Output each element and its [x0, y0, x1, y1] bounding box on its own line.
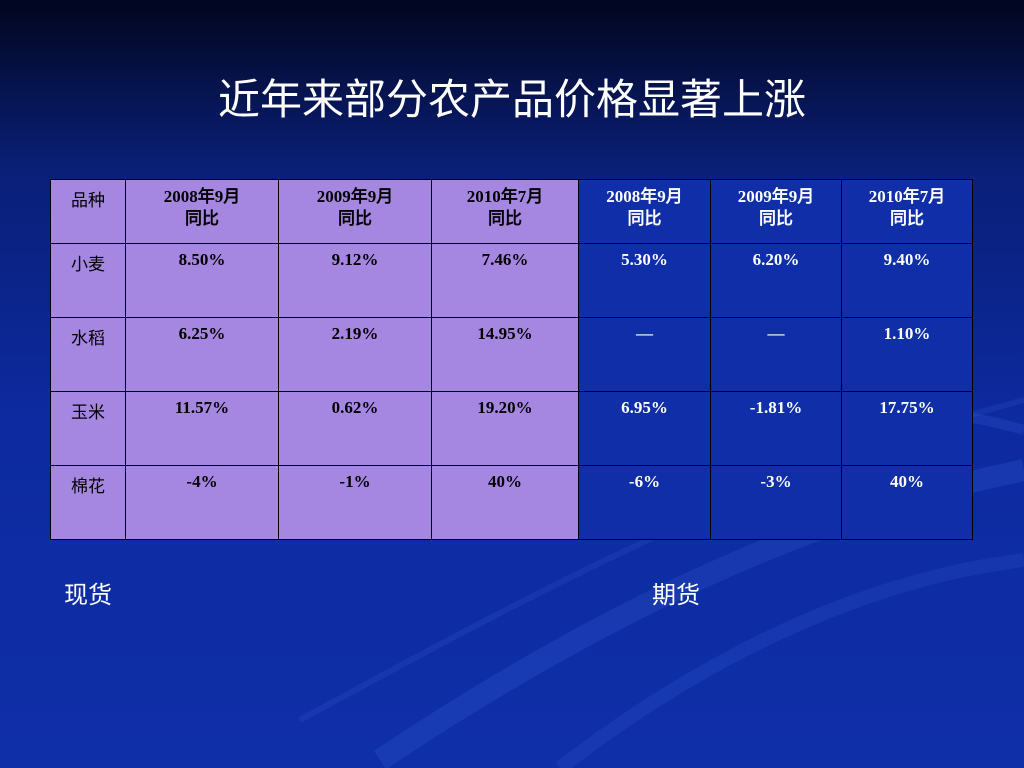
table-cell: 19.20%: [431, 391, 579, 466]
table-header-cell: 2009年9月 同比: [710, 179, 842, 244]
crop-name-cell: 小麦: [50, 243, 126, 318]
table-row: 小麦 8.50% 9.12% 7.46% 5.30% 6.20% 9.40%: [50, 243, 973, 318]
futures-caption: 期货: [652, 581, 700, 609]
table-cell: -3%: [710, 465, 842, 540]
table-cell: —: [578, 317, 711, 392]
crop-name-cell: 玉米: [50, 391, 126, 466]
table-cell: -4%: [125, 465, 279, 540]
table-cell: 9.12%: [278, 243, 432, 318]
price-table: 品种 2008年9月 同比 2009年9月 同比 2010年7月 同比 2008年9月 …: [50, 179, 973, 540]
table-cell: 2.19%: [278, 317, 432, 392]
table-row: 棉花 -4% -1% 40% -6% -3% 40%: [50, 465, 973, 540]
table-header-cell: 2008年9月 同比: [578, 179, 711, 244]
table-cell: 9.40%: [841, 243, 973, 318]
table-header-cell: 2008年9月 同比: [125, 179, 279, 244]
table-cell: -6%: [578, 465, 711, 540]
slide-title: 近年来部分农产品价格显著上涨: [217, 75, 806, 124]
table-cell: 40%: [431, 465, 579, 540]
table-cell: 0.62%: [278, 391, 432, 466]
table-cell: 6.20%: [710, 243, 842, 318]
table-cell: 5.30%: [578, 243, 711, 318]
table-cell: -1.81%: [710, 391, 842, 466]
table-row: 玉米 11.57% 0.62% 19.20% 6.95% -1.81% 17.75%: [50, 391, 973, 466]
crop-name-cell: 棉花: [50, 465, 126, 540]
table-cell: 1.10%: [841, 317, 973, 392]
table-cell: 6.95%: [578, 391, 711, 466]
table-cell: 14.95%: [431, 317, 579, 392]
table-header-cell: 2010年7月 同比: [841, 179, 973, 244]
table-cell: 17.75%: [841, 391, 973, 466]
table-cell: 40%: [841, 465, 973, 540]
table-header-row: 品种 2008年9月 同比 2009年9月 同比 2010年7月 同比 2008年9月 …: [50, 179, 973, 244]
table-header-cell: 2010年7月 同比: [431, 179, 579, 244]
table-cell: 11.57%: [125, 391, 279, 466]
table-header-cell: 品种: [50, 179, 126, 244]
spot-caption: 现货: [64, 581, 112, 609]
table-cell: -1%: [278, 465, 432, 540]
table-header-cell: 2009年9月 同比: [278, 179, 432, 244]
table-cell: 6.25%: [125, 317, 279, 392]
table-cell: 7.46%: [431, 243, 579, 318]
crop-name-cell: 水稻: [50, 317, 126, 392]
table-row: 水稻 6.25% 2.19% 14.95% — —1.10%: [50, 317, 973, 392]
table-cell: —: [710, 317, 842, 392]
table-cell: 8.50%: [125, 243, 279, 318]
